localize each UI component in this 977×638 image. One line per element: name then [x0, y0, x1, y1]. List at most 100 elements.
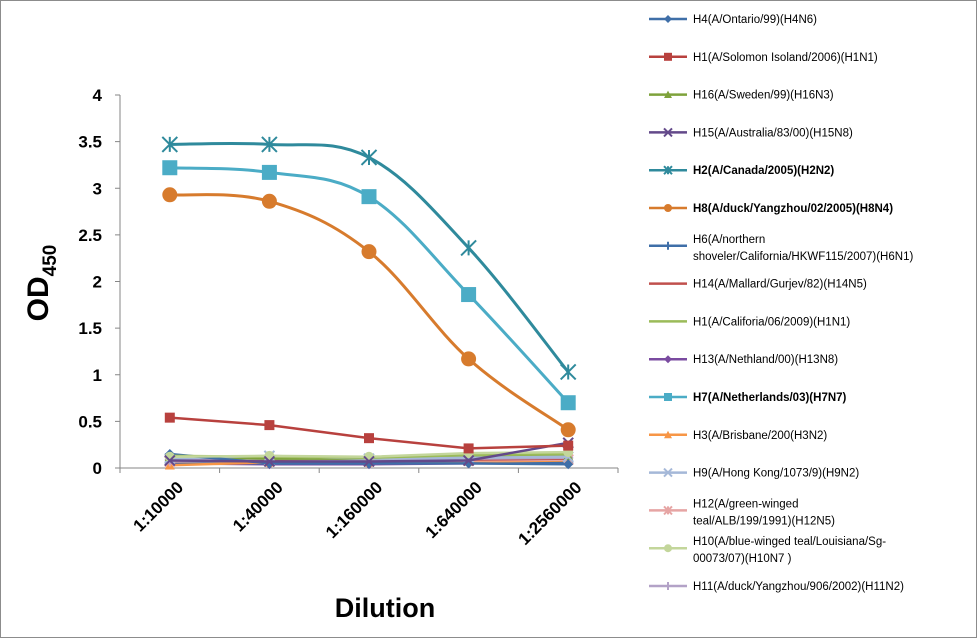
series-line [169, 416, 569, 450]
y-tick-label: 1 [93, 366, 102, 385]
legend-label: H2(A/Canada/2005)(H2N2) [693, 165, 834, 177]
series-3 [164, 437, 574, 468]
legend-label-line: H15(A/Australia/83/00)(H15N8) [693, 127, 853, 139]
legend-label: H7(A/Netherlands/03)(H7N7) [693, 392, 847, 404]
data-point [563, 459, 574, 470]
x-tick-label: 1:2560000 [515, 478, 586, 549]
data-point [361, 189, 377, 205]
data-point [664, 52, 672, 61]
legend-label-line: H2(A/Canada/2005)(H2N2) [693, 165, 834, 177]
legend-label: H15(A/Australia/83/00)(H15N8) [693, 127, 853, 139]
legend-label-line: H8(A/duck/Yangzhou/02/2005)(H8N4) [693, 203, 893, 215]
series-line [169, 193, 570, 431]
legend-label-line: H1(A/Califoria/06/2009)(H1N1) [693, 316, 850, 328]
legend-entry: H6(A/northern shoveler/California/HKWF115… [649, 234, 913, 263]
data-point [261, 164, 277, 180]
legend-label: H11(A/duck/Yangzhou/906/2002)(H11N2) [693, 581, 904, 593]
legend-label-line: H12(A/green-winged [693, 498, 798, 510]
legend-entry: H9(A/Hong Kong/1073/9)(H9N2) [649, 468, 859, 480]
data-point [364, 433, 374, 444]
series-4 [161, 136, 577, 381]
data-point [664, 355, 672, 364]
legend-entry: H1(A/Califoria/06/2009)(H1N1) [649, 316, 850, 328]
data-point [664, 393, 672, 401]
legend-entry: H8(A/duck/Yangzhou/02/2005)(H8N4) [649, 203, 893, 215]
data-point [664, 90, 672, 98]
data-point [663, 467, 673, 478]
legend-label-line: H4(A/Ontario/99)(H4N6) [693, 14, 817, 26]
data-point [161, 136, 179, 153]
legend-label: H4(A/Ontario/99)(H4N6) [693, 14, 817, 26]
legend-entry: H15(A/Australia/83/00)(H15N8) [649, 127, 853, 139]
legend-label: H13(A/Nethland/00)(H13N8) [693, 354, 838, 366]
x-tick-label: 1:10000 [130, 478, 188, 536]
legend: H4(A/Ontario/99)(H4N6) H1(A/Solomon Isola… [649, 14, 913, 593]
y-tick-label: 4 [93, 86, 103, 105]
data-point [164, 454, 176, 467]
data-point [261, 136, 278, 153]
legend-label-line: H10(A/blue-winged teal/Louisiana/Sg- [693, 536, 886, 548]
y-tick-label: 1.5 [78, 319, 102, 338]
y-tick-label: 3 [93, 179, 102, 198]
data-point [663, 127, 673, 138]
legend-entry: H16(A/Sweden/99)(H16N3) [649, 90, 834, 102]
data-point [664, 15, 672, 23]
legend-entry: H1(A/Solomon Isoland/2006)(H1N1) [649, 52, 878, 64]
series-1 [164, 412, 574, 454]
data-point [462, 454, 475, 467]
data-point [461, 351, 477, 367]
legend-label: H10(A/blue-winged teal/Louisiana/Sg- 0007… [693, 536, 886, 565]
y-tick-label: 3.5 [78, 133, 102, 152]
legend-entry: H4(A/Ontario/99)(H4N6) [649, 14, 817, 26]
legend-label-line: H6(A/northern [693, 234, 765, 246]
data-point [264, 420, 275, 431]
data-point [664, 582, 672, 590]
legend-entry: H13(A/Nethland/00)(H13N8) [649, 354, 838, 366]
series-10 [162, 160, 576, 411]
data-point [263, 455, 276, 468]
legend-label-line: 00073/07)(H10N7 ) [693, 553, 792, 565]
legend-label-line: H11(A/duck/Yangzhou/906/2002)(H11N2) [693, 581, 904, 593]
legend-entry: H12(A/green-winged teal/ALB/199/1991)(H12… [649, 498, 835, 527]
data-point [261, 193, 277, 209]
legend-label-line: H7(A/Netherlands/03)(H7N7) [693, 392, 847, 404]
data-point [664, 204, 672, 212]
x-axis-title: Dilution [335, 593, 435, 623]
y-tick-label: 2.5 [78, 226, 102, 245]
x-axis-ticks: 1:10000 1:40000 1:160000 1:640000 1:2560000 [119, 468, 619, 549]
x-tick-label: 1:40000 [229, 478, 287, 536]
legend-label: H16(A/Sweden/99)(H16N3) [693, 90, 834, 102]
data-point [162, 187, 178, 203]
y-tick-label: 0 [93, 459, 102, 478]
data-point [460, 239, 477, 257]
data-point [560, 395, 576, 411]
legend-label-line: H3(A/Brisbane/200(H3N2) [693, 430, 827, 442]
y-tick-label: 2 [93, 273, 102, 292]
data-point [164, 412, 175, 423]
data-point [663, 165, 673, 175]
legend-entry: H10(A/blue-winged teal/Louisiana/Sg- 0007… [649, 536, 886, 565]
data-point [361, 244, 377, 260]
legend-label: H9(A/Hong Kong/1073/9)(H9N2) [693, 468, 859, 480]
legend-label-line: teal/ALB/199/1991)(H12N5) [693, 515, 835, 527]
data-point [664, 544, 672, 553]
series-layer [161, 136, 577, 470]
y-tick-label: 0.5 [78, 412, 102, 431]
legend-label: H1(A/Califoria/06/2009)(H1N1) [693, 316, 850, 328]
legend-entry: H2(A/Canada/2005)(H2N2) [649, 165, 834, 177]
y-axis-title-main: OD [22, 276, 55, 321]
legend-label-line: H16(A/Sweden/99)(H16N3) [693, 90, 834, 102]
legend-label-line: H1(A/Solomon Isoland/2006)(H1N1) [693, 52, 878, 64]
legend-label: H6(A/northern shoveler/California/HKWF115… [693, 234, 913, 263]
legend-label: H8(A/duck/Yangzhou/02/2005)(H8N4) [693, 203, 893, 215]
y-axis-title: OD450 [22, 245, 61, 322]
series-5 [162, 187, 576, 438]
data-point [360, 149, 378, 166]
legend-entry: H11(A/duck/Yangzhou/906/2002)(H11N2) [649, 581, 904, 593]
data-point [560, 422, 576, 438]
legend-label: H1(A/Solomon Isoland/2006)(H1N1) [693, 52, 878, 64]
legend-entry: H3(A/Brisbane/200(H3N2) [649, 430, 827, 442]
data-point [162, 160, 178, 176]
